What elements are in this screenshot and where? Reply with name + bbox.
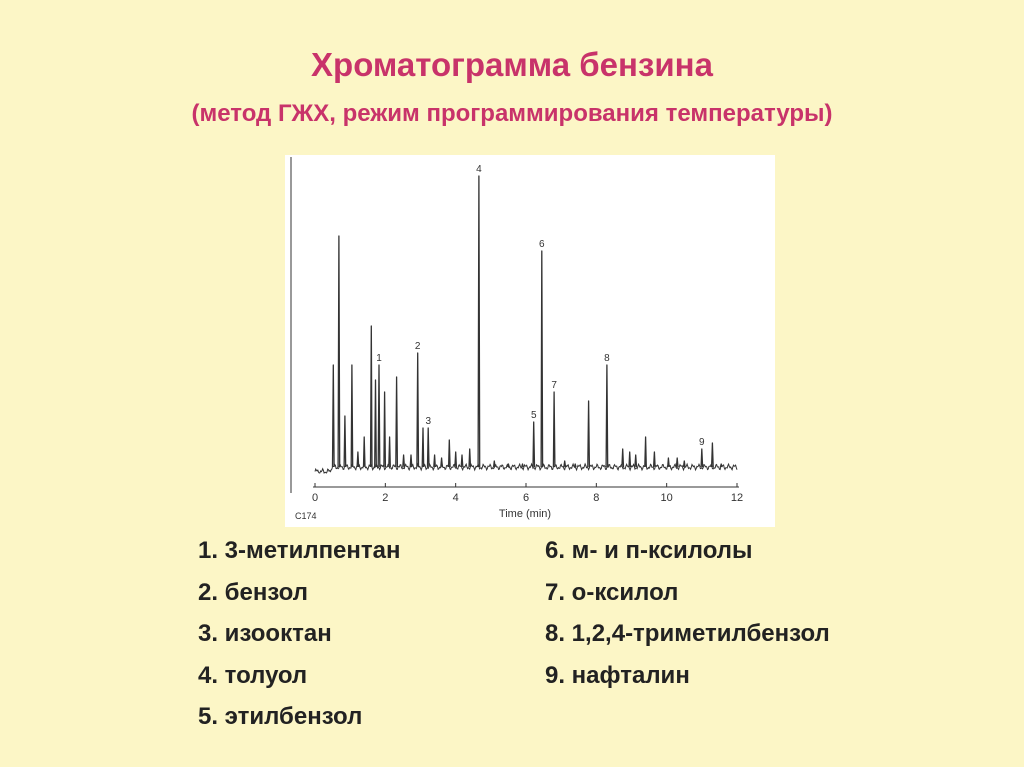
legend-item: 7. о-ксилол bbox=[545, 578, 679, 606]
legend-item: 1. 3-метилпентан bbox=[198, 537, 401, 564]
chromatogram-peak bbox=[587, 400, 591, 468]
legend-item: 9. нафталин bbox=[545, 661, 690, 689]
chromatogram-peak bbox=[343, 415, 347, 468]
chromatogram-peak bbox=[377, 364, 381, 468]
x-tick-label: 4 bbox=[453, 492, 459, 504]
legend-item: 5. этилбензол bbox=[198, 703, 363, 730]
legend-right: 6. м- и п-ксилолы 7. о-ксилол 8. 1,2,4-т… bbox=[545, 530, 830, 696]
chromatogram-peak bbox=[506, 463, 510, 468]
x-tick-label: 0 bbox=[312, 492, 318, 504]
chromatogram-peak bbox=[356, 451, 360, 468]
chromatogram-peak bbox=[337, 235, 341, 468]
chromatogram-peak bbox=[388, 436, 391, 468]
chromatogram-peak bbox=[416, 352, 420, 468]
chromatogram-peak bbox=[468, 448, 472, 468]
slide-title: Хроматограмма бензина bbox=[311, 46, 713, 83]
chromatogram-peak bbox=[521, 463, 524, 468]
legend-item: 6. м- и п-ксилолы bbox=[545, 537, 753, 564]
chromatogram-peak bbox=[383, 391, 387, 468]
peak-number-label: 5 bbox=[531, 410, 537, 421]
chromatogram-peak bbox=[540, 250, 544, 468]
peak-number-label: 1 bbox=[376, 353, 382, 364]
chromatogram-peak bbox=[374, 379, 377, 468]
peak-number-label: 6 bbox=[539, 239, 545, 250]
chromatogram-peak bbox=[634, 454, 638, 468]
slide-subtitle: (метод ГЖХ, режим программирования темпе… bbox=[191, 100, 833, 127]
corner-label: C174 bbox=[295, 511, 317, 521]
x-tick-label: 12 bbox=[731, 492, 743, 504]
legend-left: 1. 3-метилпентан 2. бензол 3. изооктан 4… bbox=[198, 530, 401, 738]
x-tick-label: 2 bbox=[382, 492, 388, 504]
chromatogram-peak bbox=[426, 427, 430, 468]
legend-item: 2. бензол bbox=[198, 578, 308, 606]
legend-item: 8. 1,2,4-триметилбензол bbox=[545, 620, 830, 647]
chromatogram-peak bbox=[719, 463, 723, 468]
legend-item: 4. толуол bbox=[198, 661, 308, 689]
chromatogram-peak bbox=[409, 454, 413, 468]
chromatogram-peak bbox=[492, 460, 496, 468]
x-tick-label: 6 bbox=[523, 492, 529, 504]
chromatogram-peak bbox=[395, 376, 399, 468]
chromatogram-peak bbox=[682, 460, 686, 468]
peak-number-label: 7 bbox=[551, 380, 557, 391]
chromatogram-peak bbox=[440, 457, 444, 468]
legend-item: 3. изооктан bbox=[198, 620, 332, 647]
chromatogram-peak bbox=[573, 463, 577, 468]
peak-number-label: 3 bbox=[425, 416, 431, 427]
chromatogram-peak bbox=[652, 451, 656, 468]
chromatogram-peak bbox=[552, 391, 556, 468]
chromatogram-peak bbox=[362, 436, 366, 468]
chromatogram-peak bbox=[477, 175, 481, 468]
chromatogram-peak bbox=[667, 457, 670, 468]
chromatogram-peak bbox=[710, 442, 714, 468]
chromatogram-peak bbox=[433, 454, 436, 468]
chromatogram-peak bbox=[454, 451, 458, 468]
chromatogram-peak bbox=[402, 454, 406, 468]
chromatogram-peak bbox=[644, 436, 647, 468]
x-tick-label: 8 bbox=[593, 492, 599, 504]
chromatogram-peak bbox=[621, 448, 625, 468]
chromatogram-peak bbox=[369, 325, 373, 468]
chromatogram-peak bbox=[628, 451, 632, 468]
chromatogram-peak bbox=[605, 364, 609, 468]
trace-layer bbox=[314, 175, 738, 474]
chromatogram-peak bbox=[331, 364, 335, 468]
chromatogram-peak bbox=[563, 460, 567, 468]
peak-number-label: 2 bbox=[415, 341, 421, 352]
chromatogram-peak bbox=[532, 421, 536, 468]
chromatogram-peak bbox=[460, 454, 464, 468]
chromatogram-peak bbox=[447, 439, 451, 468]
peak-number-label: 9 bbox=[699, 437, 705, 448]
peak-number-label: 8 bbox=[604, 353, 610, 364]
chromatogram-peak bbox=[350, 364, 354, 468]
peak-label-layer: 1 2 3 4 5 6 7 8 9 bbox=[376, 164, 705, 448]
baseline-trace bbox=[314, 462, 738, 474]
x-axis-title: Time (min) bbox=[499, 508, 551, 520]
chromatogram-peak bbox=[675, 457, 679, 468]
chromatogram-peak bbox=[421, 427, 425, 468]
chromatogram-peak bbox=[700, 448, 704, 468]
x-tick-label: 10 bbox=[661, 492, 673, 504]
axis-layer: 0 2 4 6 8 10 12 bbox=[290, 157, 743, 504]
peak-number-label: 4 bbox=[476, 164, 482, 175]
